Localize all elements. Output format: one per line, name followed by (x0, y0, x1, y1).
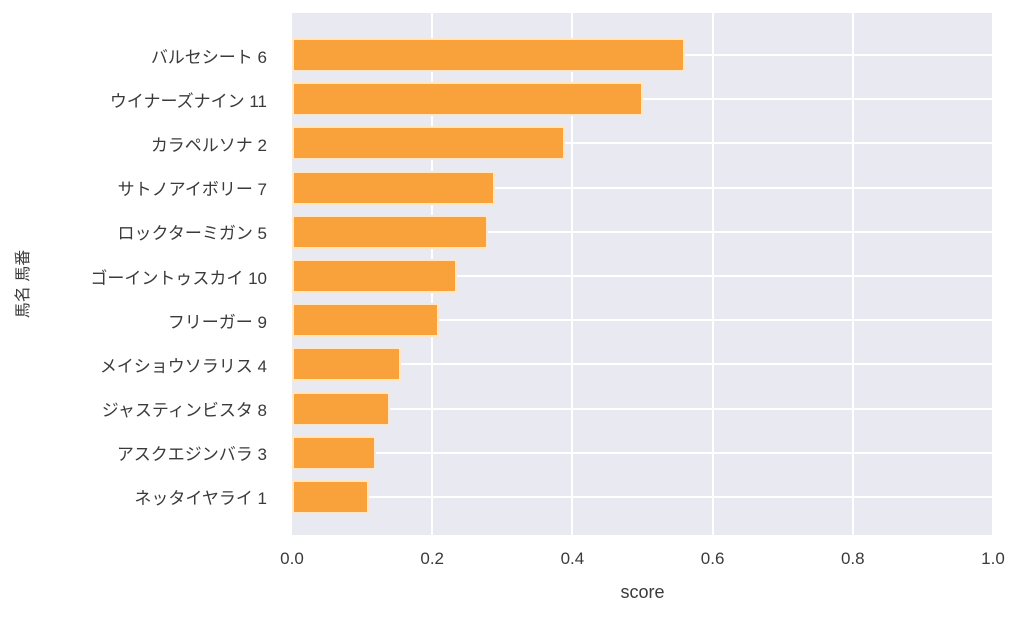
bar (292, 259, 457, 294)
x-tick-label: 0.8 (840, 549, 865, 568)
y-tick-label: カラペルソナ 2 (150, 135, 267, 155)
x-tick-labels: 0.0 0.2 0.4 0.6 0.8 1.0 (280, 549, 1005, 573)
vertical-gridline (851, 13, 854, 535)
x-tick-label: 0.2 (420, 549, 445, 568)
horizontal-gridline (292, 186, 993, 189)
x-tick-label: 0.4 (560, 549, 585, 568)
y-tick-label: バルセシート 6 (150, 47, 267, 67)
bar (292, 126, 566, 161)
horizontal-gridline (292, 275, 993, 278)
bar (292, 82, 643, 117)
y-tick-label: ゴーイントゥスカイ 10 (90, 268, 267, 288)
y-tick-labels: バルセシート 6 ウイナーズナイン 11 カラペルソナ 2 サトノアイボリー 7 ロック… (0, 13, 280, 535)
bar-row (292, 254, 993, 298)
horizontal-gridline (292, 319, 993, 322)
plot-area (292, 13, 994, 535)
bar-row (292, 121, 993, 165)
bar (292, 170, 496, 205)
horizontal-gridline (292, 407, 993, 410)
bar (292, 38, 685, 73)
x-tick-label: 0.0 (280, 549, 304, 568)
vertical-gridline (571, 13, 574, 535)
bar (292, 479, 370, 514)
horizontal-gridline (292, 451, 993, 454)
bar (292, 435, 377, 470)
bar-row (292, 210, 993, 254)
x-tick-label: 0.6 (700, 549, 725, 568)
bar-row (292, 33, 993, 77)
bar-row (292, 77, 993, 121)
bar (292, 303, 440, 338)
bar-rows (292, 13, 993, 535)
bar (292, 347, 401, 382)
bar (292, 214, 489, 249)
bar-row (292, 431, 993, 475)
vertical-gridline (711, 13, 714, 535)
vertical-gridline (992, 13, 994, 535)
bar-row (292, 387, 993, 431)
horizontal-gridline (292, 230, 993, 233)
bar-row (292, 166, 993, 210)
x-tick-label: 1.0 (981, 549, 1005, 568)
horizontal-gridline (292, 98, 993, 101)
y-tick-label: フリーガー 9 (167, 312, 267, 332)
x-axis-title: score (620, 582, 665, 602)
y-tick-label: アスクエジンバラ 3 (116, 445, 267, 465)
horizontal-gridline (292, 142, 993, 145)
y-tick-label: メイショウソラリス 4 (99, 356, 267, 376)
horizontal-gridline (292, 363, 993, 366)
y-tick-label: サトノアイボリー 7 (117, 180, 267, 200)
y-tick-label: ロックターミガン 5 (117, 224, 268, 244)
bar (292, 391, 391, 426)
y-tick-label: ジャスティンビスタ 8 (101, 401, 267, 421)
y-tick-label: ウイナーズナイン 11 (109, 91, 267, 111)
bar-row (292, 475, 993, 519)
y-tick-label: ネッタイヤライ 1 (134, 489, 267, 509)
bar-row (292, 342, 993, 386)
bar-row (292, 298, 993, 342)
horizontal-gridline (292, 495, 993, 498)
